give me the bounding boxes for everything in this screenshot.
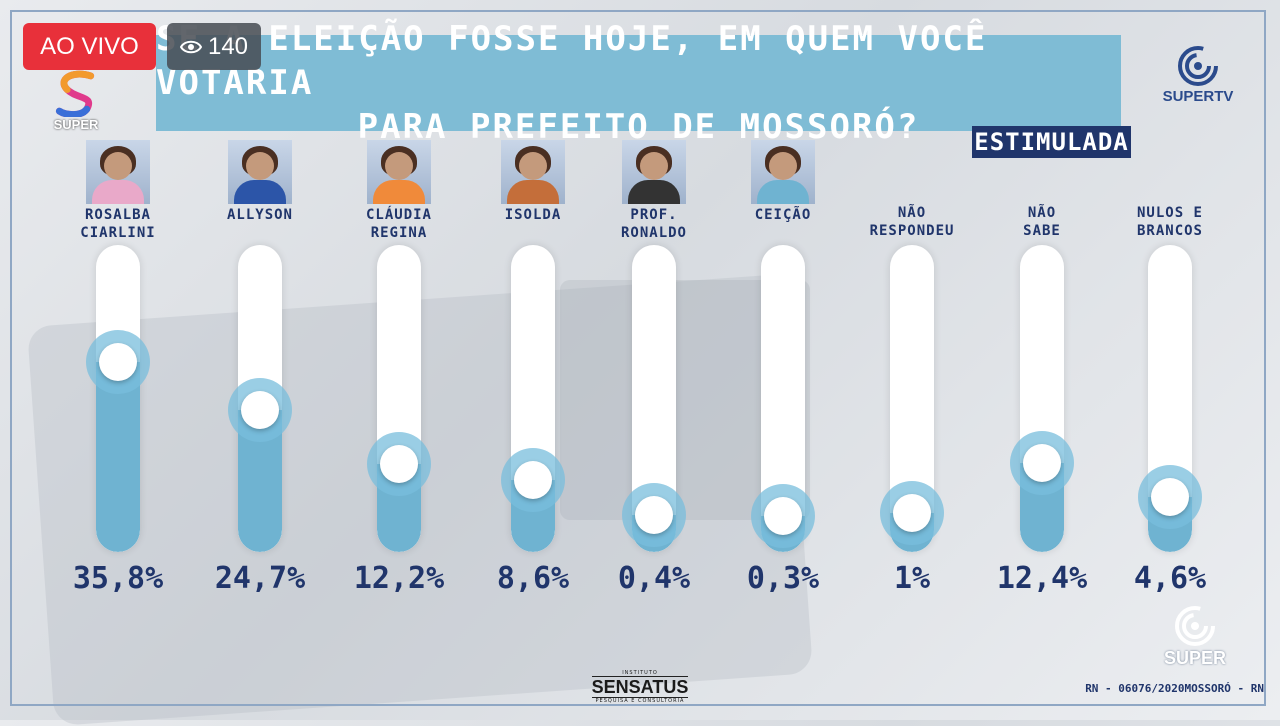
bar-knob-center (1023, 444, 1061, 483)
photo-head (769, 152, 797, 180)
bar-knob (501, 447, 565, 512)
supertv-logo: SUPERTV (1148, 44, 1248, 120)
bar-column: CLÁUDIA REGINA 12,2% (337, 0, 461, 720)
live-badge[interactable]: AO VIVO (23, 23, 156, 70)
title-banner: SE A ELEIÇÃO FOSSE HOJE, EM QUEM VOCÊ VO… (156, 19, 1121, 147)
photo-torso (757, 180, 809, 204)
photo-torso (628, 180, 680, 204)
super-logo-text: SUPER (53, 117, 99, 132)
bar-track (96, 245, 140, 552)
data-label: 0,3% (746, 561, 820, 596)
data-label: 8,6% (496, 561, 570, 596)
bar-track (377, 245, 421, 552)
bar-column: ROSALBA CIARLINI 35,8% (56, 0, 180, 720)
candidate-photo (367, 140, 431, 204)
bar-knob (751, 483, 815, 548)
sensatus-logo: INSTITUTO SENSATUS PESQUISA E CONSULTORI… (585, 670, 695, 710)
data-label: 24,7% (214, 561, 306, 596)
data-label: 12,4% (996, 561, 1088, 596)
sensatus-text: SENSATUS (591, 676, 689, 698)
supertv-footer-text: SUPER (1163, 648, 1226, 668)
supertv-footer-logo: SUPER (1145, 604, 1245, 684)
candidate-photo (228, 140, 292, 204)
bar-knob-center (893, 493, 931, 532)
photo-torso (507, 180, 559, 204)
data-label: 1% (893, 561, 931, 596)
category-label: NÃO RESPONDEU (869, 205, 955, 239)
bar-knob-center (635, 496, 673, 535)
super-logo: SUPER (46, 70, 106, 132)
bar-knob (367, 432, 431, 497)
candidate-photo (86, 140, 150, 204)
super-s-icon (55, 70, 95, 117)
data-label: 0,4% (617, 561, 691, 596)
photo-torso (92, 180, 144, 204)
category-label: CEIÇÃO (754, 207, 812, 223)
registration-note: RN - 06076/2020MOSSORÓ - RN (1085, 682, 1264, 695)
data-label: 35,8% (72, 561, 164, 596)
category-label: PROF. RONALDO (620, 207, 687, 241)
estimulada-tag: ESTIMULADA (972, 126, 1131, 158)
bar-column: ISOLDA 8,6% (471, 0, 595, 720)
data-label: 4,6% (1133, 561, 1207, 596)
eye-icon (179, 40, 202, 53)
category-label: ALLYSON (226, 207, 293, 223)
supertv-logo-text: SUPERTV (1162, 88, 1234, 105)
sensatus-bottom-text: PESQUISA E CONSULTORIA (595, 698, 685, 704)
photo-torso (234, 180, 286, 204)
bar-knob-center (1151, 478, 1189, 517)
supertv-footer-swirl-icon (1175, 606, 1215, 646)
bar-knob (86, 329, 150, 394)
category-label: ROSALBA CIARLINI (80, 207, 156, 241)
bar-knob (1010, 431, 1074, 496)
title-line-1: SE A ELEIÇÃO FOSSE HOJE, EM QUEM VOCÊ VO… (156, 19, 988, 103)
photo-torso (373, 180, 425, 204)
category-label: ISOLDA (504, 207, 562, 223)
bar-track (1020, 245, 1064, 552)
bar-column: NÃO RESPONDEU 1% (850, 0, 974, 720)
photo-head (246, 152, 274, 180)
bar-knob (228, 377, 292, 442)
candidate-photo (751, 140, 815, 204)
category-label: NULOS E BRANCOS (1136, 205, 1203, 239)
bar-column: NULOS E BRANCOS 4,6% (1108, 0, 1232, 720)
data-label: 12,2% (353, 561, 445, 596)
category-label: CLÁUDIA REGINA (365, 207, 432, 241)
candidate-photo (501, 140, 565, 204)
photo-head (104, 152, 132, 180)
photo-head (385, 152, 413, 180)
supertv-swirl-icon (1178, 46, 1218, 86)
bar-knob-center (241, 390, 279, 429)
category-label: NÃO SABE (1023, 205, 1061, 239)
photo-head (519, 152, 547, 180)
sensatus-top-text: INSTITUTO (622, 670, 658, 676)
bar-column: ALLYSON 24,7% (198, 0, 322, 720)
candidate-photo (622, 140, 686, 204)
bar-knob (1138, 465, 1202, 530)
bar-knob-center (514, 460, 552, 499)
photo-head (640, 152, 668, 180)
bar-knob (622, 483, 686, 548)
bar-knob-center (380, 445, 418, 484)
bar-knob-center (764, 496, 802, 535)
bar-column: PROF. RONALDO 0,4% (592, 0, 716, 720)
viewer-count-value: 140 (207, 32, 249, 60)
bar-column: NÃO SABE 12,4% (980, 0, 1104, 720)
bar-knob-center (99, 342, 137, 381)
viewer-count[interactable]: 140 (167, 23, 261, 70)
bar-knob (880, 480, 944, 545)
bar-column: CEIÇÃO 0,3% (721, 0, 845, 720)
